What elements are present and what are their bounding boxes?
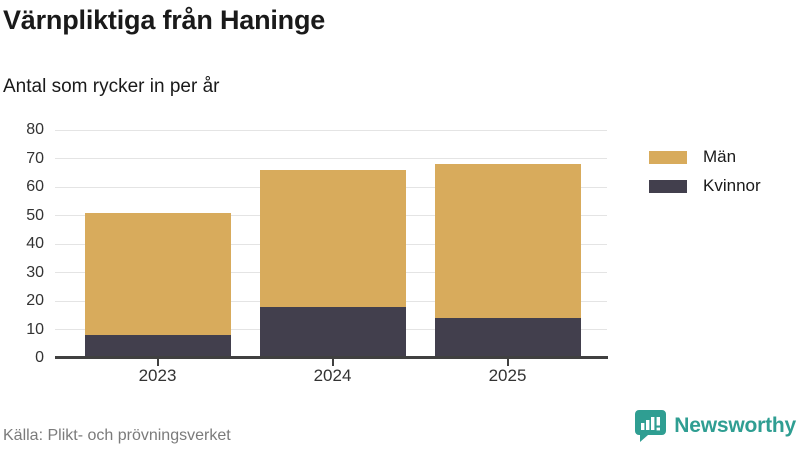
y-tick-label: 70: [26, 149, 44, 167]
bar-segment-kvinnor-2023: [84, 335, 231, 358]
x-tick: [506, 359, 509, 366]
y-axis-labels: 0 10 20 30 40 50 60 70 80: [0, 121, 44, 366]
x-tick-label: 2025: [488, 366, 527, 385]
legend-swatch-män: [649, 150, 687, 164]
x-axis-line: [55, 356, 608, 359]
bar-segment-män-2024: [259, 169, 406, 307]
bar-segment-män-2023: [84, 212, 231, 336]
brand-name: Newsworthy: [674, 414, 796, 437]
y-tick-label: 20: [26, 292, 44, 309]
legend-item-kvinnor: Kvinnor: [649, 176, 761, 196]
gridline-70: [55, 158, 607, 159]
chart-title: Värnpliktiga från Haninge: [3, 5, 326, 35]
x-tick-label: 2023: [138, 366, 177, 385]
y-tick-label: 10: [26, 320, 44, 338]
bar-segment-män-2025: [434, 164, 581, 319]
plot-area: [55, 129, 607, 358]
gridline-80: [55, 129, 607, 131]
y-tick-label: 60: [26, 178, 44, 195]
x-tick: [331, 359, 334, 366]
chart-subtitle: Antal som rycker in per år: [3, 76, 220, 97]
bar-segment-kvinnor-2024: [259, 306, 406, 358]
legend-swatch-kvinnor: [649, 179, 687, 193]
y-tick-label: 40: [26, 235, 44, 252]
x-tick-label: 2024: [313, 366, 352, 385]
y-tick-label: 80: [26, 121, 44, 138]
source-caption: Källa: Plikt- och prövningsverket: [3, 427, 231, 444]
y-tick-label: 50: [26, 206, 44, 224]
legend-item-män: Män: [649, 147, 761, 167]
legend-label: Män: [703, 147, 737, 166]
legend-label: Kvinnor: [703, 176, 761, 195]
y-tick-label: 30: [26, 263, 44, 281]
bar-segment-kvinnor-2025: [434, 318, 581, 358]
y-tick-label: 0: [35, 349, 44, 366]
brand-logo: Newsworthy: [634, 409, 796, 443]
legend: Män Kvinnor: [649, 147, 761, 196]
newsworthy-icon: [635, 410, 667, 442]
x-tick: [156, 359, 159, 366]
